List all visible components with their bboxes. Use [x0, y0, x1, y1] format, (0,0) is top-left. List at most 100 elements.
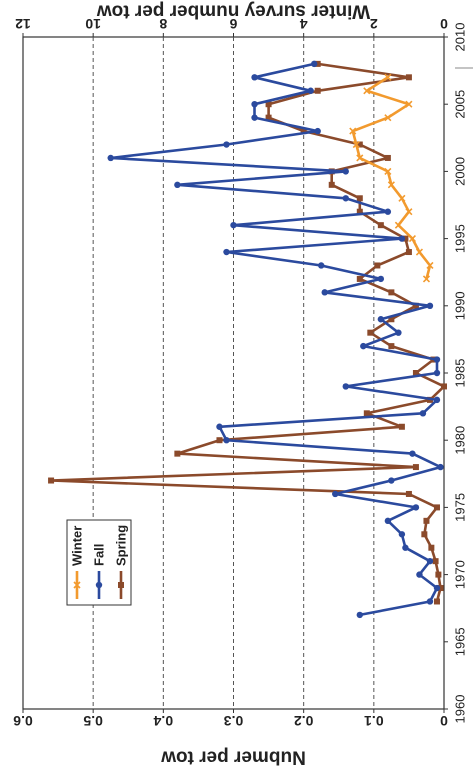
data-point [398, 235, 406, 242]
marker-stroke [384, 73, 392, 81]
y-right-tick-label: 12 [15, 16, 31, 32]
data-point [405, 490, 412, 497]
legend-item-fall: Fall [92, 544, 107, 599]
data-point [394, 221, 402, 229]
data-point [412, 504, 420, 511]
y-right-tick-label: 2 [370, 16, 378, 32]
data-point [223, 248, 230, 256]
data-point [384, 167, 392, 175]
data-point [412, 370, 419, 376]
series-line-winter [351, 76, 432, 280]
series-spring [48, 60, 447, 605]
marker-stroke [426, 261, 434, 270]
data-point [388, 316, 395, 323]
data-point [415, 248, 424, 256]
marker-stroke [398, 194, 406, 202]
marker-stroke [408, 235, 416, 243]
x-tick-label: 1990 [453, 291, 468, 320]
data-point [426, 598, 434, 605]
data-point [441, 383, 447, 390]
y-right-tick-label: 6 [229, 16, 237, 32]
data-point [223, 437, 230, 444]
data-point [377, 316, 385, 323]
data-point [318, 262, 325, 269]
data-point [363, 87, 371, 95]
x-tick-label: 2005 [453, 90, 468, 119]
legend-label: Winter [70, 526, 85, 566]
data-point [307, 87, 314, 94]
data-point [174, 181, 181, 189]
data-point [426, 302, 434, 309]
data-point [314, 60, 321, 67]
data-point [265, 101, 272, 108]
data-point [387, 181, 395, 189]
legend-item-winter: Winter [70, 526, 85, 599]
data-point [251, 101, 258, 108]
data-point [402, 235, 409, 242]
x-tick-label: 1965 [453, 627, 468, 656]
data-point [433, 584, 441, 592]
data-point [405, 249, 412, 256]
x-tick-label: 1975 [453, 493, 468, 522]
y-right-tick-label: 4 [300, 16, 308, 32]
data-point [251, 74, 258, 81]
data-point [421, 531, 428, 538]
data-point [402, 544, 409, 551]
data-point [426, 557, 434, 565]
data-point [422, 275, 431, 283]
data-point [216, 437, 223, 444]
data-point [356, 275, 363, 282]
data-point [416, 571, 423, 578]
data-point [328, 181, 335, 188]
marker-stroke [384, 167, 392, 175]
data-point [349, 127, 357, 135]
y-left-tick-label: 0.1 [364, 713, 384, 729]
x-tick-label: 2010 [453, 23, 468, 52]
axes: 0 0.1 0.2 0.3 0.4 0.5 0.6 0 2 4 6 8 10 12 1960 1965 1970… [13, 1, 473, 768]
data-point [435, 571, 442, 578]
data-point [300, 128, 307, 135]
y-right-tick-label: 0 [440, 16, 448, 32]
data-point [433, 356, 441, 363]
data-point [342, 195, 349, 202]
data-point [230, 221, 237, 229]
legend-swatch-marker [73, 581, 81, 589]
data-point [107, 154, 114, 162]
data-point [174, 450, 181, 457]
data-point [412, 302, 419, 309]
data-point [405, 74, 412, 81]
legend-swatch-marker [95, 581, 103, 589]
data-point [363, 410, 370, 417]
data-point [433, 598, 440, 605]
data-point [384, 208, 392, 215]
y-right-tick-label: 10 [85, 16, 101, 32]
data-point [405, 208, 413, 216]
series-line-fall [109, 62, 442, 617]
data-point [352, 140, 360, 149]
y-left-tick-label: 0.4 [153, 713, 173, 729]
y-left-tick-label: 0.6 [13, 713, 33, 729]
legend-swatch-marker [118, 582, 124, 588]
data-point [314, 127, 321, 135]
marker-stroke [356, 154, 364, 162]
data-point [437, 585, 444, 592]
legend-label: Fall [92, 544, 107, 566]
legend-item-spring: Spring [114, 525, 129, 599]
data-point [437, 463, 444, 471]
data-point [310, 60, 318, 68]
data-point [432, 558, 439, 565]
marker-stroke [352, 140, 360, 149]
y-left-tick-label: 0.2 [294, 713, 314, 729]
marker-stroke [394, 221, 402, 229]
marker-stroke [415, 248, 424, 256]
marker-stroke [363, 87, 371, 95]
data-point [398, 423, 405, 430]
series-fall [107, 60, 444, 619]
x-tick-label: 1960 [453, 695, 468, 724]
data-point [405, 100, 413, 108]
y-left-axis-title: Nubmer per tow [161, 747, 306, 768]
data-point [360, 342, 367, 350]
data-point [384, 517, 392, 525]
data-point [388, 477, 395, 484]
x-tick-label: 1985 [453, 359, 468, 388]
